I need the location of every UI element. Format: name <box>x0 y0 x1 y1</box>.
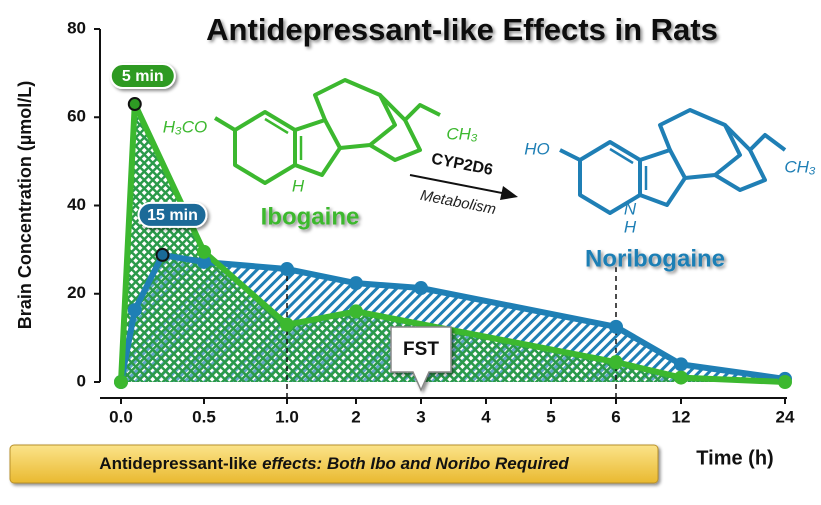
point <box>280 262 294 277</box>
x-tick-label: 0.0 <box>109 407 133 426</box>
x-tick-label: 6 <box>611 407 620 426</box>
point <box>127 303 142 318</box>
x-axis-title: Time (h) <box>696 447 773 469</box>
x-tick-label: 1.0 <box>275 407 299 426</box>
arrow <box>409 174 513 196</box>
point <box>127 97 142 112</box>
y-axis-title: Brain Concentration (µmol/L) <box>15 81 35 329</box>
point <box>349 276 363 291</box>
x-tick-label: 24 <box>776 407 795 426</box>
badge-label: 5 min <box>122 68 164 85</box>
badge <box>137 201 208 228</box>
x-tick-label: 5 <box>546 407 555 426</box>
point <box>414 281 428 296</box>
point <box>114 375 128 389</box>
line <box>118 251 786 383</box>
chart-title: Antidepressant-like Effects in Rats <box>206 12 718 47</box>
chem-label: H <box>292 176 305 195</box>
banner-text: Antidepressant-like effects: Both Ibo and… <box>99 454 569 473</box>
point <box>609 355 623 370</box>
point <box>155 247 170 262</box>
point <box>349 304 363 319</box>
chem-label: CH₃ <box>784 157 816 176</box>
y-tick-label: 60 <box>67 107 86 126</box>
enzyme-label: CYP2D6 <box>430 150 494 179</box>
area-overlap <box>121 254 785 382</box>
chem-label: N <box>624 199 637 218</box>
series-label: Noribogaine <box>585 245 725 272</box>
point <box>197 244 211 259</box>
point <box>197 254 211 269</box>
badge-label: 15 min <box>147 207 198 224</box>
process-label: Metabolism <box>419 187 498 218</box>
callout-label: FST <box>403 339 439 360</box>
ibogaine-structure <box>213 78 441 185</box>
chem-label: CH₃ <box>446 124 478 143</box>
point <box>609 319 623 334</box>
y-tick-label: 20 <box>67 283 86 302</box>
line <box>118 101 786 385</box>
banner-part: effects: Both Ibo and Noribo Required <box>262 454 569 473</box>
chem-label: HO <box>524 139 550 158</box>
plot-area: 0 20 40 60 80 0.0 0.5 1.0 2 3 4 5 6 12 24 5 min 15 min FS… <box>67 18 795 426</box>
chem-label: H₃CO <box>163 117 208 136</box>
x-tick-label: 4 <box>481 407 491 426</box>
y-tick-label: 40 <box>67 195 86 214</box>
callout <box>390 326 452 392</box>
series-label: Ibogaine <box>261 203 360 230</box>
arrow-head <box>500 186 518 200</box>
point <box>674 357 688 372</box>
chem-label: H <box>624 217 637 236</box>
x-tick-label: 12 <box>672 407 691 426</box>
x-tick-label: 2 <box>351 407 360 426</box>
x-tick-label: 3 <box>416 407 425 426</box>
banner <box>9 444 659 484</box>
x-tick-label: 0.5 <box>192 407 216 426</box>
structures <box>213 78 787 215</box>
y-tick-label: 80 <box>67 18 86 37</box>
banner-part: Antidepressant-like <box>99 454 257 473</box>
badge <box>109 63 176 90</box>
point <box>778 375 792 389</box>
point <box>280 317 294 332</box>
y-tick-label: 0 <box>77 371 86 390</box>
noribogaine-structure <box>559 108 787 215</box>
point <box>674 370 688 385</box>
